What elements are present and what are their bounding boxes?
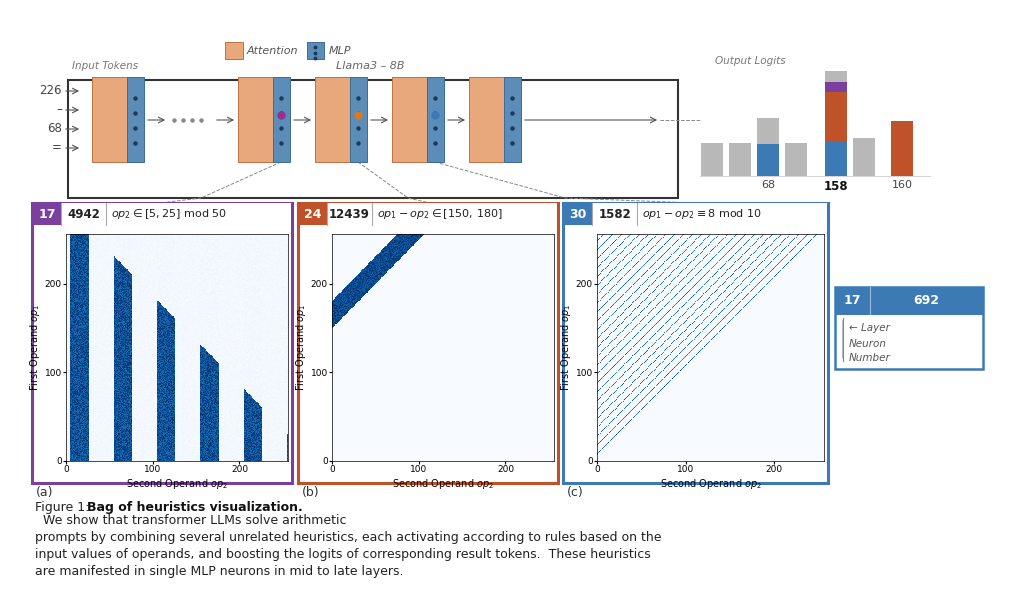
- Bar: [427, 77, 444, 162]
- Y-axis label: First Operand $\it{op_1}$: First Operand $\it{op_1}$: [294, 304, 308, 391]
- Bar: [825, 71, 847, 82]
- Bar: [835, 287, 983, 315]
- Bar: [299, 203, 327, 225]
- Text: (b): (b): [302, 486, 319, 499]
- Bar: [785, 143, 807, 176]
- Bar: [853, 138, 874, 176]
- Bar: [825, 82, 847, 92]
- Bar: [298, 203, 558, 483]
- Text: 226: 226: [40, 85, 62, 98]
- Text: 68: 68: [761, 180, 775, 190]
- Text: Number: Number: [849, 353, 891, 363]
- Text: 692: 692: [913, 294, 939, 307]
- Bar: [33, 203, 291, 225]
- Bar: [392, 77, 428, 162]
- Text: 17: 17: [844, 294, 861, 307]
- Bar: [127, 77, 144, 162]
- X-axis label: Second Operand $\it{op_2}$: Second Operand $\it{op_2}$: [659, 477, 762, 491]
- X-axis label: Second Operand $\it{op_2}$: Second Operand $\it{op_2}$: [392, 477, 494, 491]
- Bar: [564, 203, 592, 225]
- Bar: [825, 92, 847, 141]
- Text: 17: 17: [38, 207, 56, 220]
- Bar: [825, 141, 847, 176]
- Bar: [92, 77, 128, 162]
- Text: 30: 30: [569, 207, 587, 220]
- Text: Llama3 – 8B: Llama3 – 8B: [336, 61, 404, 71]
- Text: $op_1 - op_2 \in [150,\,180]$: $op_1 - op_2 \in [150,\,180]$: [377, 207, 503, 221]
- Bar: [273, 77, 290, 162]
- Text: Neuron: Neuron: [849, 339, 887, 349]
- Text: Attention: Attention: [247, 46, 299, 56]
- Text: $op_1 - op_2 \equiv 8\ \mathrm{mod}\ 10$: $op_1 - op_2 \equiv 8\ \mathrm{mod}\ 10$: [642, 207, 762, 221]
- Text: (c): (c): [567, 486, 584, 499]
- Y-axis label: First Operand $\it{op_1}$: First Operand $\it{op_1}$: [559, 304, 572, 391]
- Bar: [835, 287, 983, 369]
- Text: Output Logits: Output Logits: [715, 56, 785, 66]
- Bar: [307, 42, 324, 59]
- Text: 24: 24: [304, 207, 322, 220]
- Bar: [701, 143, 723, 176]
- Text: Input Tokens: Input Tokens: [72, 61, 138, 71]
- Text: Figure 1:: Figure 1:: [35, 501, 97, 514]
- Text: Bag of heuristics visualization.: Bag of heuristics visualization.: [87, 501, 303, 514]
- Text: =: =: [52, 141, 62, 154]
- Bar: [563, 203, 828, 483]
- Bar: [33, 203, 61, 225]
- Text: We show that transformer LLMs solve arithmetic
prompts by combining several unre: We show that transformer LLMs solve arit…: [35, 514, 662, 578]
- Bar: [225, 42, 243, 59]
- Text: (a): (a): [36, 486, 53, 499]
- Text: –: –: [56, 103, 62, 116]
- Bar: [469, 77, 505, 162]
- Text: ← Layer: ← Layer: [849, 323, 890, 333]
- Bar: [564, 203, 827, 225]
- Bar: [68, 80, 678, 198]
- Bar: [299, 203, 557, 225]
- Bar: [729, 143, 751, 176]
- Text: $op_2 \in [5,25]\ \mathrm{mod}\ 50$: $op_2 \in [5,25]\ \mathrm{mod}\ 50$: [111, 207, 227, 221]
- Bar: [891, 121, 913, 176]
- Bar: [504, 77, 521, 162]
- Bar: [32, 203, 292, 483]
- Text: 1582: 1582: [598, 207, 631, 220]
- Text: 4942: 4942: [68, 207, 100, 220]
- Bar: [238, 77, 274, 162]
- Bar: [315, 77, 351, 162]
- Bar: [757, 118, 779, 144]
- Text: 158: 158: [823, 180, 848, 193]
- Bar: [350, 77, 367, 162]
- Text: 160: 160: [892, 180, 912, 190]
- Text: MLP: MLP: [329, 46, 351, 56]
- Y-axis label: First Operand $\it{op_1}$: First Operand $\it{op_1}$: [28, 304, 42, 391]
- Text: 68: 68: [47, 122, 62, 135]
- Text: 12439: 12439: [329, 207, 370, 220]
- X-axis label: Second Operand $\it{op_2}$: Second Operand $\it{op_2}$: [126, 477, 228, 491]
- Bar: [757, 144, 779, 176]
